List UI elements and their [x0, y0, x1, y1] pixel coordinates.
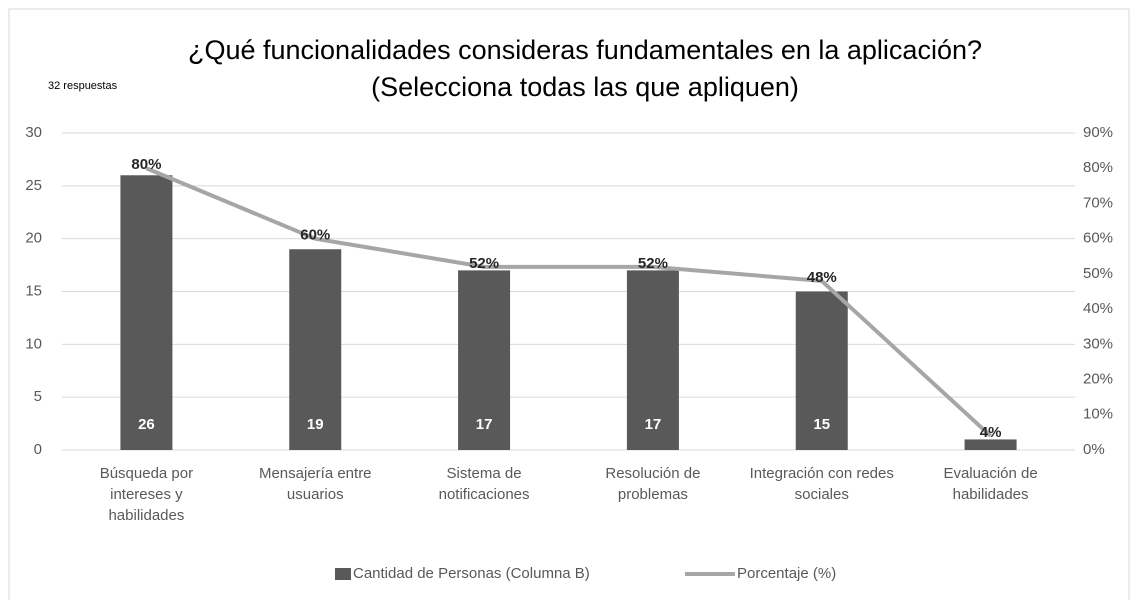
line-value-label: 80%: [131, 156, 161, 173]
y2-tick-label: 60%: [1083, 230, 1113, 247]
y2-tick-label: 80%: [1083, 159, 1113, 176]
chart-frame: [8, 8, 1130, 600]
line-value-label: 48%: [807, 269, 837, 286]
x-tick-label: Integración con redes sociales: [749, 465, 894, 503]
y2-tick-label: 30%: [1083, 335, 1113, 352]
x-tick-label: Evaluación de habilidades: [943, 465, 1038, 503]
bar: [626, 270, 679, 450]
y2-tick-label: 50%: [1083, 265, 1113, 282]
y2-tick-label: 10%: [1083, 406, 1113, 423]
y2-tick-label: 0%: [1083, 441, 1105, 458]
bar-value-label: 17: [645, 416, 662, 433]
x-tick-label: Mensajería entre usuarios: [258, 465, 372, 503]
line: [145, 166, 992, 438]
x-tick-label: Búsqueda por intereses y habilidades: [99, 465, 194, 524]
y2-tick-label: 90%: [1083, 124, 1113, 141]
line-value-label: 52%: [638, 255, 668, 272]
bar: [964, 439, 1017, 450]
bar-value-label: 26: [138, 416, 155, 433]
chart-title: ¿Qué funcionalidades consideras fundamen…: [187, 35, 982, 102]
bar-value-label: 17: [476, 416, 493, 433]
y-tick-label: 30: [25, 124, 42, 141]
y-tick-label: 0: [34, 441, 42, 458]
y-tick-label: 25: [25, 177, 42, 194]
bar-value-label: 15: [813, 416, 830, 433]
legend-label: Porcentaje (%): [737, 565, 836, 582]
y-tick-label: 5: [34, 388, 42, 405]
legend-swatch: [335, 568, 351, 580]
line-value-label: 60%: [300, 227, 330, 244]
y-tick-label: 10: [25, 335, 42, 352]
y2-tick-label: 40%: [1083, 300, 1113, 317]
line-value-label: 4%: [980, 424, 1002, 441]
bar: [289, 249, 342, 450]
annotation: 32 respuestas: [48, 80, 118, 92]
x-tick-label: Sistema de notificaciones: [438, 465, 530, 503]
bar-value-label: 19: [307, 416, 324, 433]
y-tick-label: 20: [25, 230, 42, 247]
bar: [120, 175, 173, 450]
x-tick-label: Resolución de problemas: [605, 465, 701, 503]
y2-tick-label: 20%: [1083, 371, 1113, 388]
bar: [458, 270, 511, 450]
bar: [795, 291, 848, 450]
line-value-label: 52%: [469, 255, 499, 272]
legend-label: Cantidad de Personas (Columna B): [353, 565, 590, 582]
y-tick-label: 15: [25, 282, 42, 299]
y2-tick-label: 70%: [1083, 194, 1113, 211]
